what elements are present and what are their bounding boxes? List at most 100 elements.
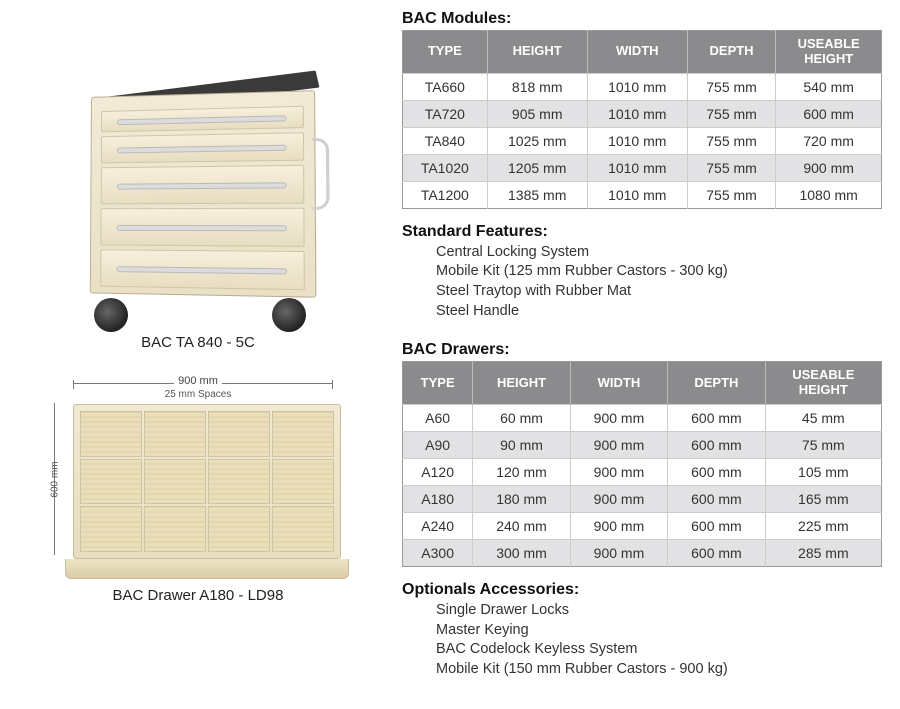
features-title: Standard Features:: [402, 223, 882, 241]
table-cell: 1010 mm: [587, 100, 687, 127]
table-cell: 285 mm: [765, 540, 881, 567]
table-row: A9090 mm900 mm600 mm75 mm: [403, 432, 882, 459]
col-height: HEIGHT: [473, 362, 570, 405]
table-row: TA8401025 mm1010 mm755 mm720 mm: [403, 127, 882, 154]
table-cell: 1025 mm: [487, 127, 587, 154]
col-depth: DEPTH: [668, 362, 765, 405]
col-type: TYPE: [403, 362, 473, 405]
table-cell: 1010 mm: [587, 154, 687, 181]
list-item: Central Locking System: [436, 243, 882, 263]
table-cell: 600 mm: [668, 405, 765, 432]
table-cell: A180: [403, 486, 473, 513]
table-cell: A240: [403, 513, 473, 540]
table-row: TA720905 mm1010 mm755 mm600 mm: [403, 100, 882, 127]
table-cell: 240 mm: [473, 513, 570, 540]
table-cell: 755 mm: [687, 100, 776, 127]
table-cell: 900 mm: [570, 432, 667, 459]
cabinet-illustration: [58, 75, 338, 330]
table-cell: 75 mm: [765, 432, 881, 459]
table-cell: 600 mm: [668, 459, 765, 486]
list-item: Mobile Kit (150 mm Rubber Castors - 900 …: [436, 660, 882, 680]
table-cell: 60 mm: [473, 405, 570, 432]
table-cell: 900 mm: [570, 540, 667, 567]
table-cell: 755 mm: [687, 154, 776, 181]
table-cell: 600 mm: [776, 100, 882, 127]
table-row: TA660818 mm1010 mm755 mm540 mm: [403, 73, 882, 100]
tray-illustration: 900 mm 25 mm Spaces 600 mm: [43, 375, 353, 579]
table-cell: TA840: [403, 127, 488, 154]
drawers-title: BAC Drawers:: [402, 341, 882, 359]
table-cell: 900 mm: [570, 513, 667, 540]
table-cell: 300 mm: [473, 540, 570, 567]
table-cell: 105 mm: [765, 459, 881, 486]
table-cell: TA660: [403, 73, 488, 100]
modules-header-row: TYPE HEIGHT WIDTH DEPTH USEABLEHEIGHT: [403, 31, 882, 74]
modules-table: TYPE HEIGHT WIDTH DEPTH USEABLEHEIGHT TA…: [402, 30, 882, 209]
table-cell: 1010 mm: [587, 127, 687, 154]
left-column: BAC TA 840 - 5C 900 mm 25 mm Spaces 600 …: [18, 10, 378, 699]
table-cell: 120 mm: [473, 459, 570, 486]
modules-body: TA660818 mm1010 mm755 mm540 mmTA720905 m…: [403, 73, 882, 208]
drawers-table: TYPE HEIGHT WIDTH DEPTH USEABLEHEIGHT A6…: [402, 361, 882, 567]
table-cell: 600 mm: [668, 486, 765, 513]
list-item: Mobile Kit (125 mm Rubber Castors - 300 …: [436, 262, 882, 282]
list-item: Master Keying: [436, 621, 882, 641]
list-item: Single Drawer Locks: [436, 601, 882, 621]
table-cell: 755 mm: [687, 73, 776, 100]
dim-width-label: 900 mm: [174, 375, 222, 387]
table-cell: 900 mm: [570, 486, 667, 513]
dim-spaces-label: 25 mm Spaces: [43, 389, 353, 400]
table-cell: 755 mm: [687, 181, 776, 208]
table-cell: 600 mm: [668, 540, 765, 567]
table-cell: A120: [403, 459, 473, 486]
cabinet-caption: BAC TA 840 - 5C: [141, 334, 255, 351]
list-item: Steel Traytop with Rubber Mat: [436, 282, 882, 302]
table-cell: TA1200: [403, 181, 488, 208]
dim-depth-label: 600 mm: [50, 461, 61, 497]
table-cell: 1010 mm: [587, 73, 687, 100]
table-cell: 818 mm: [487, 73, 587, 100]
table-cell: 755 mm: [687, 127, 776, 154]
table-cell: TA1020: [403, 154, 488, 181]
table-cell: 900 mm: [570, 459, 667, 486]
table-cell: 180 mm: [473, 486, 570, 513]
table-cell: 900 mm: [570, 405, 667, 432]
table-row: A240240 mm900 mm600 mm225 mm: [403, 513, 882, 540]
table-cell: 540 mm: [776, 73, 882, 100]
table-row: A120120 mm900 mm600 mm105 mm: [403, 459, 882, 486]
table-cell: 1080 mm: [776, 181, 882, 208]
col-useable: USEABLEHEIGHT: [765, 362, 881, 405]
table-cell: 225 mm: [765, 513, 881, 540]
col-width: WIDTH: [587, 31, 687, 74]
tray-caption: BAC Drawer A180 - LD98: [113, 587, 284, 604]
right-column: BAC Modules: TYPE HEIGHT WIDTH DEPTH USE…: [402, 10, 882, 699]
table-cell: A60: [403, 405, 473, 432]
table-row: TA10201205 mm1010 mm755 mm900 mm: [403, 154, 882, 181]
table-row: A6060 mm900 mm600 mm45 mm: [403, 405, 882, 432]
list-item: Steel Handle: [436, 302, 882, 322]
table-row: A180180 mm900 mm600 mm165 mm: [403, 486, 882, 513]
col-depth: DEPTH: [687, 31, 776, 74]
col-width: WIDTH: [570, 362, 667, 405]
table-cell: 600 mm: [668, 432, 765, 459]
table-cell: 900 mm: [776, 154, 882, 181]
table-cell: A300: [403, 540, 473, 567]
table-cell: 720 mm: [776, 127, 882, 154]
table-cell: A90: [403, 432, 473, 459]
table-cell: 600 mm: [668, 513, 765, 540]
drawers-header-row: TYPE HEIGHT WIDTH DEPTH USEABLEHEIGHT: [403, 362, 882, 405]
drawers-body: A6060 mm900 mm600 mm45 mmA9090 mm900 mm6…: [403, 405, 882, 567]
col-useable: USEABLEHEIGHT: [776, 31, 882, 74]
col-type: TYPE: [403, 31, 488, 74]
optional-title: Optionals Accessories:: [402, 581, 882, 599]
table-cell: 905 mm: [487, 100, 587, 127]
col-height: HEIGHT: [487, 31, 587, 74]
modules-title: BAC Modules:: [402, 10, 882, 28]
table-cell: TA720: [403, 100, 488, 127]
table-cell: 1205 mm: [487, 154, 587, 181]
table-row: TA12001385 mm1010 mm755 mm1080 mm: [403, 181, 882, 208]
table-cell: 45 mm: [765, 405, 881, 432]
features-list: Central Locking SystemMobile Kit (125 mm…: [436, 243, 882, 321]
table-row: A300300 mm900 mm600 mm285 mm: [403, 540, 882, 567]
table-cell: 1385 mm: [487, 181, 587, 208]
